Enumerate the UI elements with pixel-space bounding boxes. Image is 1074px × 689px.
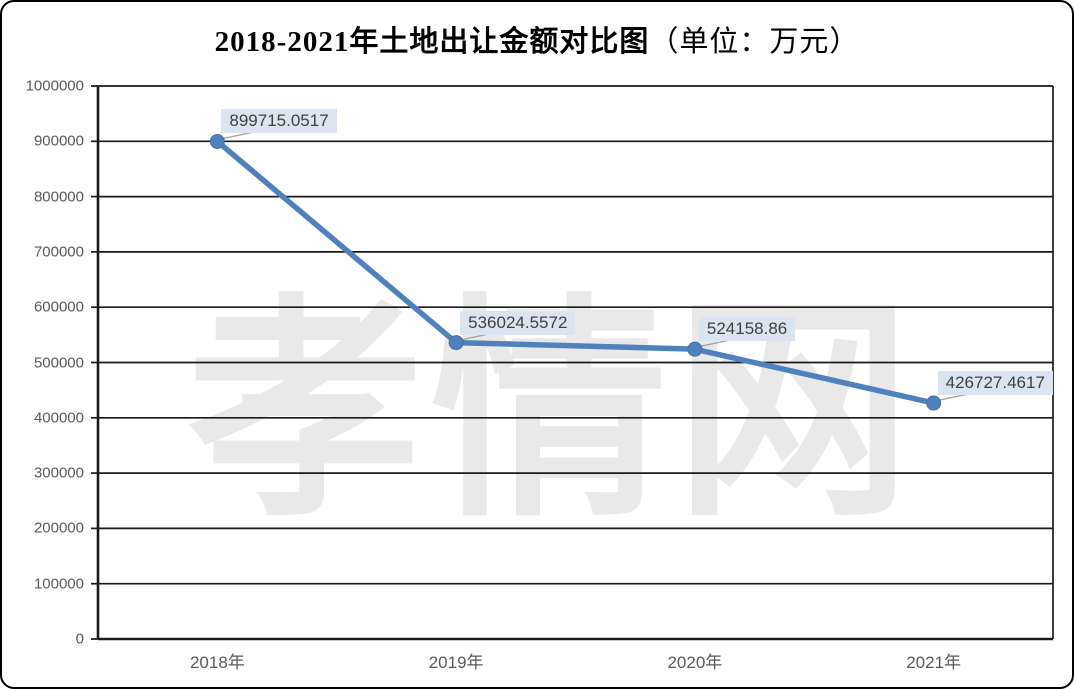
y-axis-tick-label: 400000 bbox=[33, 409, 84, 427]
y-axis-tick-label: 900000 bbox=[33, 132, 84, 150]
y-axis-tick-label: 1000000 bbox=[25, 77, 84, 95]
data-point-value-label: 426727.4617 bbox=[937, 371, 1053, 396]
chart-title-main: 2018-2021年土地出让金额对比图 bbox=[214, 26, 650, 58]
series-line bbox=[214, 138, 937, 406]
chart-title: 2018-2021年土地出让金额对比图（单位：万元） bbox=[2, 18, 1072, 60]
y-axis-tick-label: 100000 bbox=[33, 575, 84, 593]
y-axis-tick-label: 700000 bbox=[33, 243, 84, 261]
data-point-marker bbox=[687, 341, 703, 357]
x-axis-tick-label: 2020年 bbox=[667, 653, 723, 672]
data-point-marker bbox=[209, 133, 225, 149]
data-point-marker bbox=[448, 335, 464, 351]
y-axis-tick-label: 300000 bbox=[33, 464, 84, 482]
data-point-marker bbox=[926, 395, 942, 411]
data-point-value-label: 536024.5572 bbox=[460, 310, 576, 335]
data-point-value-label: 524158.86 bbox=[698, 317, 796, 342]
chart-title-unit: （单位：万元） bbox=[649, 26, 860, 58]
y-axis-tick-label: 600000 bbox=[33, 298, 84, 316]
x-axis-tick-label: 2021年 bbox=[906, 653, 962, 672]
y-axis-tick-label: 0 bbox=[75, 630, 84, 648]
data-point-value-label: 899715.0517 bbox=[221, 109, 337, 134]
x-axis-tick-label: 2018年 bbox=[189, 653, 245, 672]
y-axis-tick-label: 800000 bbox=[33, 188, 84, 206]
x-axis-tick-label: 2019年 bbox=[428, 653, 484, 672]
y-axis-tick-label: 200000 bbox=[33, 519, 84, 537]
y-axis-tick-label: 500000 bbox=[33, 354, 84, 371]
